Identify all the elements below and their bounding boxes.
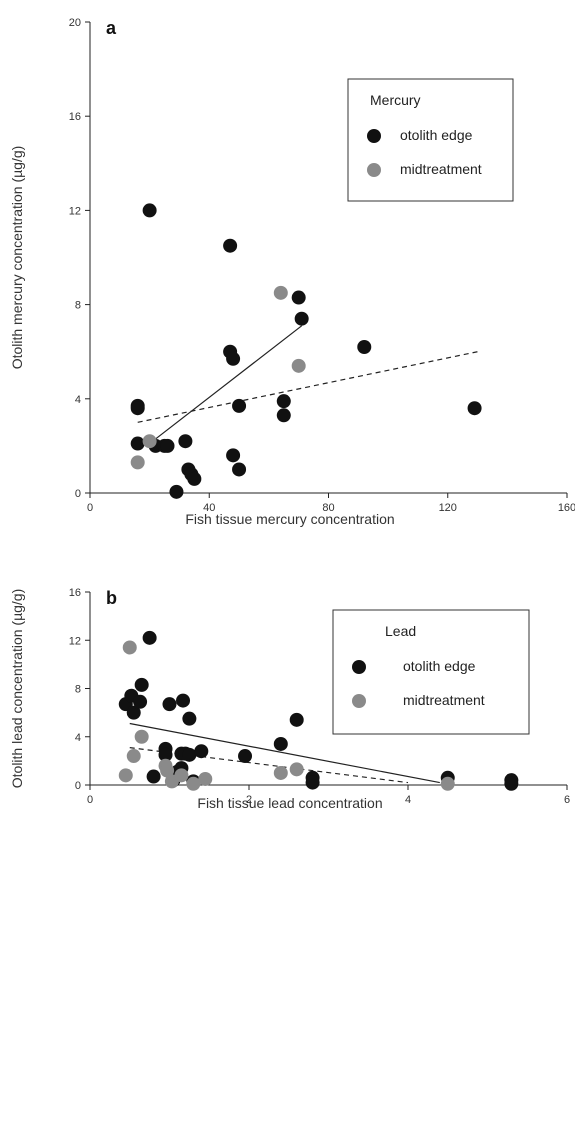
y-axis-label: Otolith mercury concentration (µg/g) [9, 146, 25, 370]
point-otolith-edge [162, 697, 177, 712]
point-midtreatment [174, 768, 189, 783]
point-midtreatment [273, 765, 288, 780]
point-otolith-edge [178, 434, 193, 449]
point-otolith-edge [273, 736, 288, 751]
panel-a-chart: 0 4 8 12 16 20 0 40 80 120 160 Fish tissue mercury … [9, 17, 575, 527]
solid-fit-line [149, 325, 303, 445]
point-otolith-edge [223, 238, 238, 253]
x-axis-label: Fish tissue mercury concentration [185, 511, 394, 527]
panel-label: b [106, 588, 117, 608]
legend-marker [352, 694, 366, 708]
point-otolith-edge [130, 401, 145, 416]
point-otolith-edge [187, 471, 202, 486]
y-tick-label: 12 [69, 635, 81, 647]
point-otolith-edge [294, 311, 309, 326]
point-otolith-edge [146, 769, 161, 784]
panel-b-chart: 0 4 8 12 16 0 2 4 6 Fish tissue lead concentratio… [9, 587, 570, 811]
point-otolith-edge [130, 436, 145, 451]
point-midtreatment [198, 771, 213, 786]
point-otolith-edge [467, 401, 482, 416]
legend-marker [352, 660, 366, 674]
point-otolith-edge [176, 693, 191, 708]
y-tick-label: 16 [69, 587, 81, 599]
legend-box [332, 609, 530, 735]
y-tick-label: 8 [75, 684, 81, 696]
y-tick-label: 16 [69, 111, 81, 123]
point-otolith-edge [291, 290, 306, 305]
point-midtreatment [126, 749, 141, 764]
x-tick-label: 6 [564, 794, 570, 806]
point-otolith-edge [238, 749, 253, 764]
legend-entry: otolith edge [403, 658, 476, 674]
x-tick-label: 120 [439, 502, 457, 514]
point-otolith-edge [142, 630, 157, 645]
point-otolith-edge [194, 744, 209, 759]
point-midtreatment [440, 776, 455, 791]
point-otolith-edge [504, 776, 519, 791]
y-tick-label: 0 [75, 488, 81, 500]
point-otolith-edge [289, 712, 304, 727]
y-tick-label: 20 [69, 17, 81, 29]
point-otolith-edge [276, 408, 291, 423]
x-axis-label: Fish tissue lead concentration [197, 795, 382, 811]
point-midtreatment [186, 776, 201, 791]
point-midtreatment [118, 768, 133, 783]
point-otolith-edge [226, 351, 241, 366]
y-tick-label: 12 [69, 205, 81, 217]
x-tick-label: 160 [558, 502, 575, 514]
point-otolith-edge [142, 203, 157, 218]
legend-entry: otolith edge [400, 127, 473, 143]
x-tick-label: 0 [87, 502, 93, 514]
point-midtreatment [291, 358, 306, 373]
legend-title: Mercury [370, 92, 421, 108]
y-axis-label: Otolith lead concentration (µg/g) [9, 589, 25, 789]
point-midtreatment [142, 434, 157, 449]
legend-title: Lead [385, 623, 416, 639]
point-otolith-edge [226, 448, 241, 463]
point-midtreatment [134, 729, 149, 744]
panel-label: a [106, 18, 117, 38]
point-midtreatment [273, 285, 288, 300]
point-otolith-edge [133, 694, 148, 709]
legend-entry: midtreatment [403, 692, 485, 708]
x-tick-label: 2 [246, 794, 252, 806]
point-midtreatment [122, 640, 137, 655]
x-tick-label: 80 [322, 502, 334, 514]
solid-fit-line [129, 722, 440, 784]
y-tick-label: 4 [75, 732, 81, 744]
point-otolith-edge [134, 677, 149, 692]
point-otolith-edge [305, 775, 320, 790]
point-otolith-edge [276, 394, 291, 409]
point-otolith-edge [182, 711, 197, 726]
x-tick-label: 4 [405, 794, 411, 806]
point-midtreatment [130, 455, 145, 470]
legend-marker [367, 163, 381, 177]
dashed-fit-line [137, 351, 478, 423]
legend-marker [367, 129, 381, 143]
point-otolith-edge [160, 438, 175, 453]
point-otolith-edge [232, 398, 247, 413]
x-tick-label: 0 [87, 794, 93, 806]
legend-entry: midtreatment [400, 161, 482, 177]
x-tick-label: 40 [203, 502, 215, 514]
point-otolith-edge [232, 462, 247, 477]
point-otolith-edge [126, 705, 141, 720]
point-otolith-edge [169, 484, 184, 499]
point-midtreatment [289, 762, 304, 777]
point-midtreatment [160, 763, 175, 778]
y-tick-label: 0 [75, 780, 81, 792]
point-otolith-edge [158, 747, 173, 762]
y-tick-label: 4 [75, 394, 81, 406]
y-tick-label: 8 [75, 300, 81, 312]
point-otolith-edge [357, 339, 372, 354]
point-otolith-edge [182, 747, 197, 762]
